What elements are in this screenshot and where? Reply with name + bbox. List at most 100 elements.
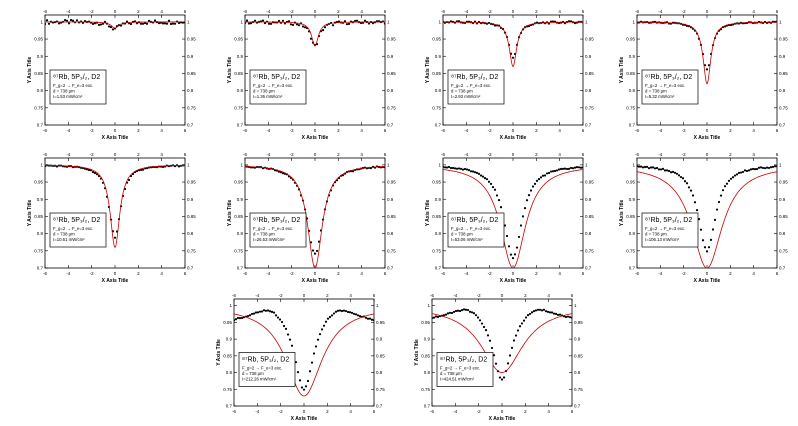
x-tick-label: 6 [776,271,779,276]
y-tick-label-right: 1 [779,19,782,24]
x-tick-label-top: 6 [184,9,187,14]
x-tick-label: -2 [488,271,492,276]
data-point [545,172,549,175]
x-tick-label-top: 0 [706,9,709,14]
x-tick-label-top: -6 [441,152,445,157]
data-point [336,309,340,312]
data-point [575,166,579,169]
y-tick-label: 0.75 [234,248,243,253]
y-tick-label: 0.9 [424,337,431,342]
data-point [466,308,470,312]
data-point [249,22,253,25]
x-tick-label-top: 4 [360,152,363,157]
data-point [569,166,573,170]
x-tick-label: 6 [571,409,574,414]
data-point [337,20,341,23]
y-tick-label-right: 0.7 [376,404,383,409]
x-tick-label: 0 [303,409,306,414]
data-point [478,319,482,322]
y-tick-label: 0.75 [626,105,635,110]
data-point [745,169,749,173]
data-point [669,171,673,174]
data-point [366,317,370,320]
y-tick-label: 0.75 [421,387,430,392]
y-tick-label: 0.7 [424,404,431,409]
data-point [481,175,485,178]
annotation-title: ⁸⁷Rb, 5P₃/₂, D2 [645,217,692,224]
data-point [564,315,568,319]
data-point [309,241,313,244]
data-point [535,179,539,182]
x-axis-title: X Axis Title [102,135,129,141]
x-tick-label: 0 [501,409,504,414]
y-tick-label: 1 [229,303,232,308]
fit-line [45,21,185,29]
annotation-title: ⁸⁷Rb, 5P₃/₂, D2 [451,74,498,81]
data-point [673,171,677,174]
y-axis-title: Y Axis Title [27,199,33,226]
data-point [103,20,107,23]
data-point [763,167,767,170]
x-tick-label: -4 [66,128,70,133]
y-tick-label: 0.7 [226,404,233,409]
annotation-line: d = 738 μm [645,232,667,237]
x-axis-title: X Axis Title [302,278,329,284]
y-tick-label: 0.85 [432,71,441,76]
y-tick-label: 1 [40,162,43,167]
data-point [129,22,133,26]
annotation-box [641,212,699,248]
data-point [492,354,496,357]
data-point [637,165,641,168]
x-tick-label-top: -2 [290,152,294,157]
data-point [171,22,175,25]
x-tick-label: -4 [255,409,259,414]
series-group [245,165,385,268]
data-point [277,19,281,23]
data-point [449,166,453,170]
y-tick-label-right: 0.95 [187,180,196,185]
data-point [432,316,436,319]
y-axis-title: Y Axis Title [619,199,625,226]
x-tick-label: 4 [752,271,755,276]
data-point [308,370,312,373]
data-point [769,166,773,169]
data-point [268,310,272,313]
data-point [486,334,490,337]
annotation-title: ⁸⁷Rb, 5P₃/₂, D2 [53,74,100,81]
x-axis-title: X Axis Title [500,278,527,284]
data-point [287,20,291,23]
y-tick-label-right: 1 [574,303,577,308]
data-point [717,200,721,204]
y-axis-title: Y Axis Title [27,56,33,83]
data-point [157,22,161,25]
data-point [571,167,575,170]
x-tick-label-top: 6 [776,9,779,14]
y-tick-label: 0.7 [237,123,244,128]
data-point [701,239,705,242]
y-tick-label-right: 0.9 [187,197,194,202]
data-point [97,23,101,26]
y-tick-label-right: 0.7 [387,266,394,271]
data-point [514,334,518,337]
y-tick-label: 0.8 [629,88,636,93]
data-point [324,320,328,323]
data-point [260,310,264,313]
data-point [434,315,438,318]
data-point [453,167,457,170]
data-point [316,338,320,341]
x-tick-label-top: 0 [512,152,515,157]
data-point [270,310,274,313]
data-point [581,166,583,169]
data-point [125,20,129,23]
data-point [67,22,71,25]
y-tick-label-right: 0.8 [585,88,592,93]
annotation-line: d = 738 μm [253,89,275,94]
data-point [551,170,555,173]
x-tick-label: -2 [279,409,283,414]
data-point [549,170,553,173]
data-point [649,166,653,169]
data-point [515,246,519,249]
y-tick-label: 1 [240,162,243,167]
data-point [747,169,751,172]
